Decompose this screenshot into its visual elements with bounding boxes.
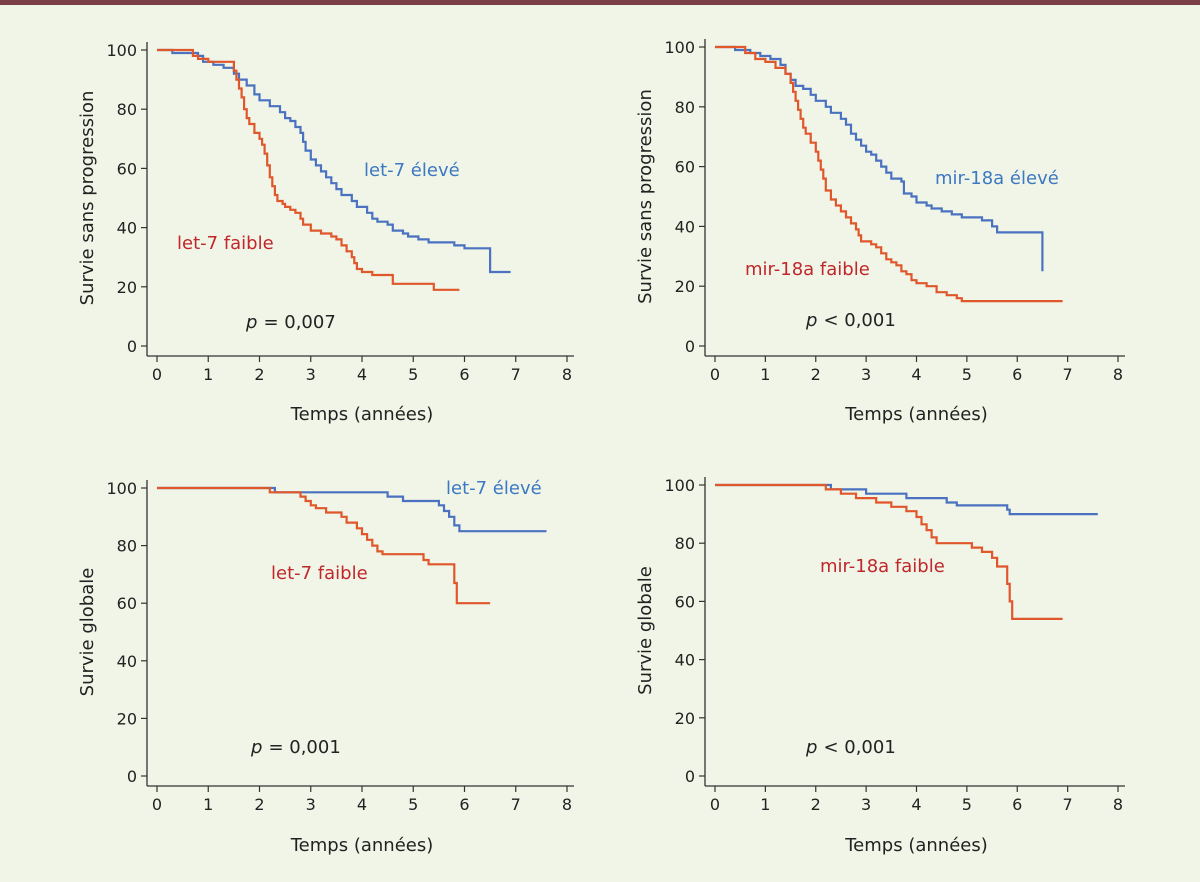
x-tick-label: 2 [254,795,264,814]
x-tick-label: 6 [459,795,469,814]
y-tick-label: 80 [675,534,695,553]
y-tick-label: 40 [675,217,695,236]
x-tick-label: 5 [408,795,418,814]
x-axis-title: Temps (années) [844,835,988,856]
x-axis-title: Temps (années) [290,835,434,856]
x-tick-label: 1 [760,795,770,814]
chart-os-mir18a: 0 20 40 60 80 100 0 1 2 3 4 5 6 7 8 Survie globale Temps… [635,476,1125,856]
p-symbol: p [250,737,262,758]
y-tick-label: 60 [675,158,695,177]
series-label-low: mir-18a faible [820,556,945,577]
x-tick-label: 2 [811,795,821,814]
y-axis-title: Survie sans progression [77,91,98,306]
x-tick-label: 1 [760,365,770,384]
y-axis-title: Survie sans progression [635,89,656,304]
x-tick-label: 5 [962,365,972,384]
y-tick-label: 80 [117,100,137,119]
x-tick-label: 3 [861,795,871,814]
x-tick-label: 1 [203,365,213,384]
x-tick-label: 7 [1063,795,1073,814]
top-accent-bar [0,0,1200,5]
x-tick-label: 5 [962,795,972,814]
p-symbol: p [805,737,817,758]
x-tick-label: 8 [562,795,572,814]
p-value-text: < 0,001 [823,310,895,331]
series-line-low [157,486,491,605]
x-tick-label: 8 [1113,365,1123,384]
x-tick-label: 3 [861,365,871,384]
y-tick-label: 60 [117,159,137,178]
series-label-high: let-7 élevé [364,160,460,181]
x-tick-label: 0 [152,795,162,814]
x-tick-label: 3 [306,795,316,814]
y-axis-title: Survie globale [77,568,98,697]
x-tick-label: 6 [459,365,469,384]
p-value-annotation: p = 0,001 [250,737,341,758]
x-tick-label: 0 [710,365,720,384]
series-line-low [715,45,1063,303]
y-tick-label: 20 [675,277,695,296]
x-tick-label: 3 [306,365,316,384]
x-tick-label: 4 [911,795,921,814]
x-tick-label: 0 [152,365,162,384]
x-axis-title: Temps (années) [844,404,988,425]
y-tick-label: 100 [106,41,137,60]
p-value-annotation: p < 0,001 [805,310,896,331]
x-tick-label: 4 [357,365,367,384]
p-value-text: = 0,001 [268,737,340,758]
y-tick-label: 80 [675,98,695,117]
y-tick-label: 20 [117,278,137,297]
series-line-high [715,45,1044,272]
x-tick-label: 2 [254,365,264,384]
x-tick-label: 8 [1113,795,1123,814]
series-label-low: mir-18a faible [745,259,870,280]
y-tick-label: 40 [117,652,137,671]
y-tick-label: 100 [664,476,695,495]
y-tick-label: 100 [106,479,137,498]
y-tick-label: 60 [675,592,695,611]
series-line-low [157,48,460,291]
x-tick-label: 6 [1012,365,1022,384]
chart-pfs-mir18a: 0 20 40 60 80 100 0 1 2 3 4 5 6 7 8 Survie sans progres… [635,38,1125,425]
p-value-text: < 0,001 [823,737,895,758]
x-axis-title: Temps (années) [290,404,434,425]
p-value-annotation: p < 0,001 [805,737,896,758]
y-tick-label: 100 [664,38,695,57]
y-tick-label: 40 [675,651,695,670]
series-label-low: let-7 faible [271,563,368,584]
x-tick-label: 4 [911,365,921,384]
y-tick-label: 0 [685,337,695,356]
x-tick-label: 7 [511,795,521,814]
p-value-annotation: p = 0,007 [245,312,336,333]
y-tick-label: 0 [127,767,137,786]
x-tick-label: 5 [408,365,418,384]
chart-os-let7: 0 20 40 60 80 100 0 1 2 3 4 5 6 7 8 Survie globale Temps… [77,478,574,856]
x-tick-label: 7 [1063,365,1073,384]
y-tick-label: 60 [117,594,137,613]
x-tick-label: 2 [811,365,821,384]
p-value-text: = 0,007 [263,312,335,333]
series-line-low [715,483,1063,620]
series-label-high: let-7 élevé [446,478,542,499]
y-tick-label: 80 [117,537,137,556]
y-tick-label: 0 [685,767,695,786]
p-symbol: p [245,312,257,333]
y-axis-title: Survie globale [635,566,656,695]
x-tick-label: 8 [562,365,572,384]
x-tick-label: 1 [203,795,213,814]
chart-pfs-let7: 0 20 40 60 80 100 0 1 2 3 4 5 6 7 8 Survie sans progres… [77,41,574,425]
y-tick-label: 20 [117,709,137,728]
series-label-low: let-7 faible [177,233,274,254]
x-tick-label: 4 [357,795,367,814]
y-tick-label: 40 [117,219,137,238]
p-symbol: p [805,310,817,331]
y-tick-label: 20 [675,709,695,728]
x-tick-label: 7 [511,365,521,384]
series-label-high: mir-18a élevé [935,168,1059,189]
y-tick-label: 0 [127,337,137,356]
x-tick-label: 6 [1012,795,1022,814]
series-line-high [157,486,547,533]
x-tick-label: 0 [710,795,720,814]
